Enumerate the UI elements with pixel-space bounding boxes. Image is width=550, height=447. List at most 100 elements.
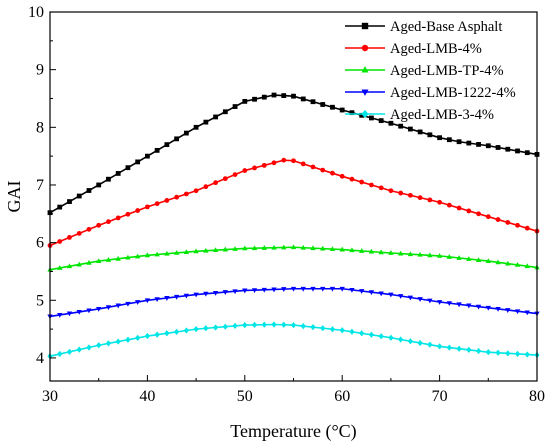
data-point xyxy=(398,250,404,256)
series-3 xyxy=(47,244,540,272)
legend-entry-5: Aged-LMB-3-4% xyxy=(345,107,494,123)
data-point xyxy=(330,104,335,110)
data-point xyxy=(446,254,452,259)
data-point xyxy=(369,115,374,121)
data-point xyxy=(475,347,482,355)
data-point xyxy=(105,340,112,347)
data-point xyxy=(183,130,189,136)
data-point xyxy=(281,244,287,250)
data-point xyxy=(398,294,404,299)
data-point xyxy=(271,244,277,250)
data-point xyxy=(212,290,219,296)
data-point xyxy=(329,246,336,252)
data-point xyxy=(378,118,384,124)
data-point xyxy=(251,245,258,251)
data-point xyxy=(524,225,530,231)
data-point xyxy=(388,120,394,126)
data-point xyxy=(144,252,151,258)
data-point xyxy=(310,286,316,292)
data-point xyxy=(378,333,384,340)
data-point xyxy=(164,330,170,337)
data-point xyxy=(505,350,511,357)
data-point xyxy=(115,215,121,221)
data-point xyxy=(57,313,63,318)
data-point xyxy=(193,188,199,194)
data-point xyxy=(203,247,209,253)
data-point xyxy=(329,326,336,333)
data-point xyxy=(514,262,521,267)
data-point xyxy=(398,190,404,196)
data-point xyxy=(261,94,267,100)
data-point xyxy=(261,245,267,250)
data-point xyxy=(466,208,472,214)
data-point xyxy=(76,261,82,267)
data-point xyxy=(222,246,228,252)
legend-entry-2: Aged-LMB-4% xyxy=(345,41,482,57)
data-point xyxy=(193,248,199,254)
data-point xyxy=(485,214,491,220)
data-point xyxy=(339,107,345,113)
series-layer xyxy=(47,92,540,360)
data-point xyxy=(251,321,258,329)
series-4 xyxy=(47,286,540,320)
data-point xyxy=(222,323,228,330)
y-tick-label: 5 xyxy=(36,292,44,309)
data-point xyxy=(524,310,530,316)
data-point xyxy=(349,176,355,182)
data-point xyxy=(349,328,355,335)
data-point xyxy=(183,293,189,299)
data-point xyxy=(417,195,423,201)
legend-label: Aged-LMB-1222-4% xyxy=(390,85,516,101)
data-point xyxy=(514,350,521,358)
data-point xyxy=(105,305,112,311)
legend-label: Aged-LMB-TP-4% xyxy=(390,63,504,79)
y-axis-title: GAI xyxy=(4,181,24,213)
data-point xyxy=(495,259,501,265)
data-point xyxy=(173,294,180,300)
legend-label: Aged-LMB-3-4% xyxy=(390,107,494,123)
data-point xyxy=(86,226,92,232)
data-point xyxy=(291,158,296,164)
data-point xyxy=(300,322,306,330)
data-point xyxy=(290,244,297,250)
data-point xyxy=(310,99,316,105)
data-point xyxy=(310,245,316,251)
data-point xyxy=(106,176,111,182)
data-point xyxy=(232,289,238,295)
data-point xyxy=(339,246,345,252)
data-point xyxy=(427,252,433,258)
data-point xyxy=(125,301,131,307)
data-point xyxy=(349,247,355,253)
legend-entry-4: Aged-LMB-1222-4% xyxy=(345,85,516,101)
data-point xyxy=(67,199,72,204)
data-point xyxy=(252,165,257,171)
data-point xyxy=(359,179,365,185)
data-point xyxy=(212,247,219,253)
data-point xyxy=(446,137,452,143)
data-point xyxy=(524,263,530,269)
data-point xyxy=(485,305,491,311)
data-point xyxy=(495,307,501,312)
series-2 xyxy=(47,157,540,248)
data-point xyxy=(66,263,73,269)
data-point xyxy=(66,311,73,317)
data-point xyxy=(242,288,248,294)
data-point xyxy=(135,159,141,165)
data-point xyxy=(183,249,189,255)
data-point xyxy=(164,198,170,203)
data-point xyxy=(437,135,442,141)
data-point xyxy=(57,265,63,270)
legend-marker xyxy=(361,66,369,73)
data-point xyxy=(368,290,375,296)
data-point xyxy=(427,341,433,348)
data-point xyxy=(261,162,267,168)
data-point xyxy=(164,142,170,148)
data-point xyxy=(86,308,92,314)
data-point xyxy=(378,249,384,255)
data-point xyxy=(173,328,180,335)
data-point xyxy=(164,296,170,301)
data-point xyxy=(475,304,482,310)
data-point xyxy=(437,199,442,205)
data-point xyxy=(271,321,277,328)
